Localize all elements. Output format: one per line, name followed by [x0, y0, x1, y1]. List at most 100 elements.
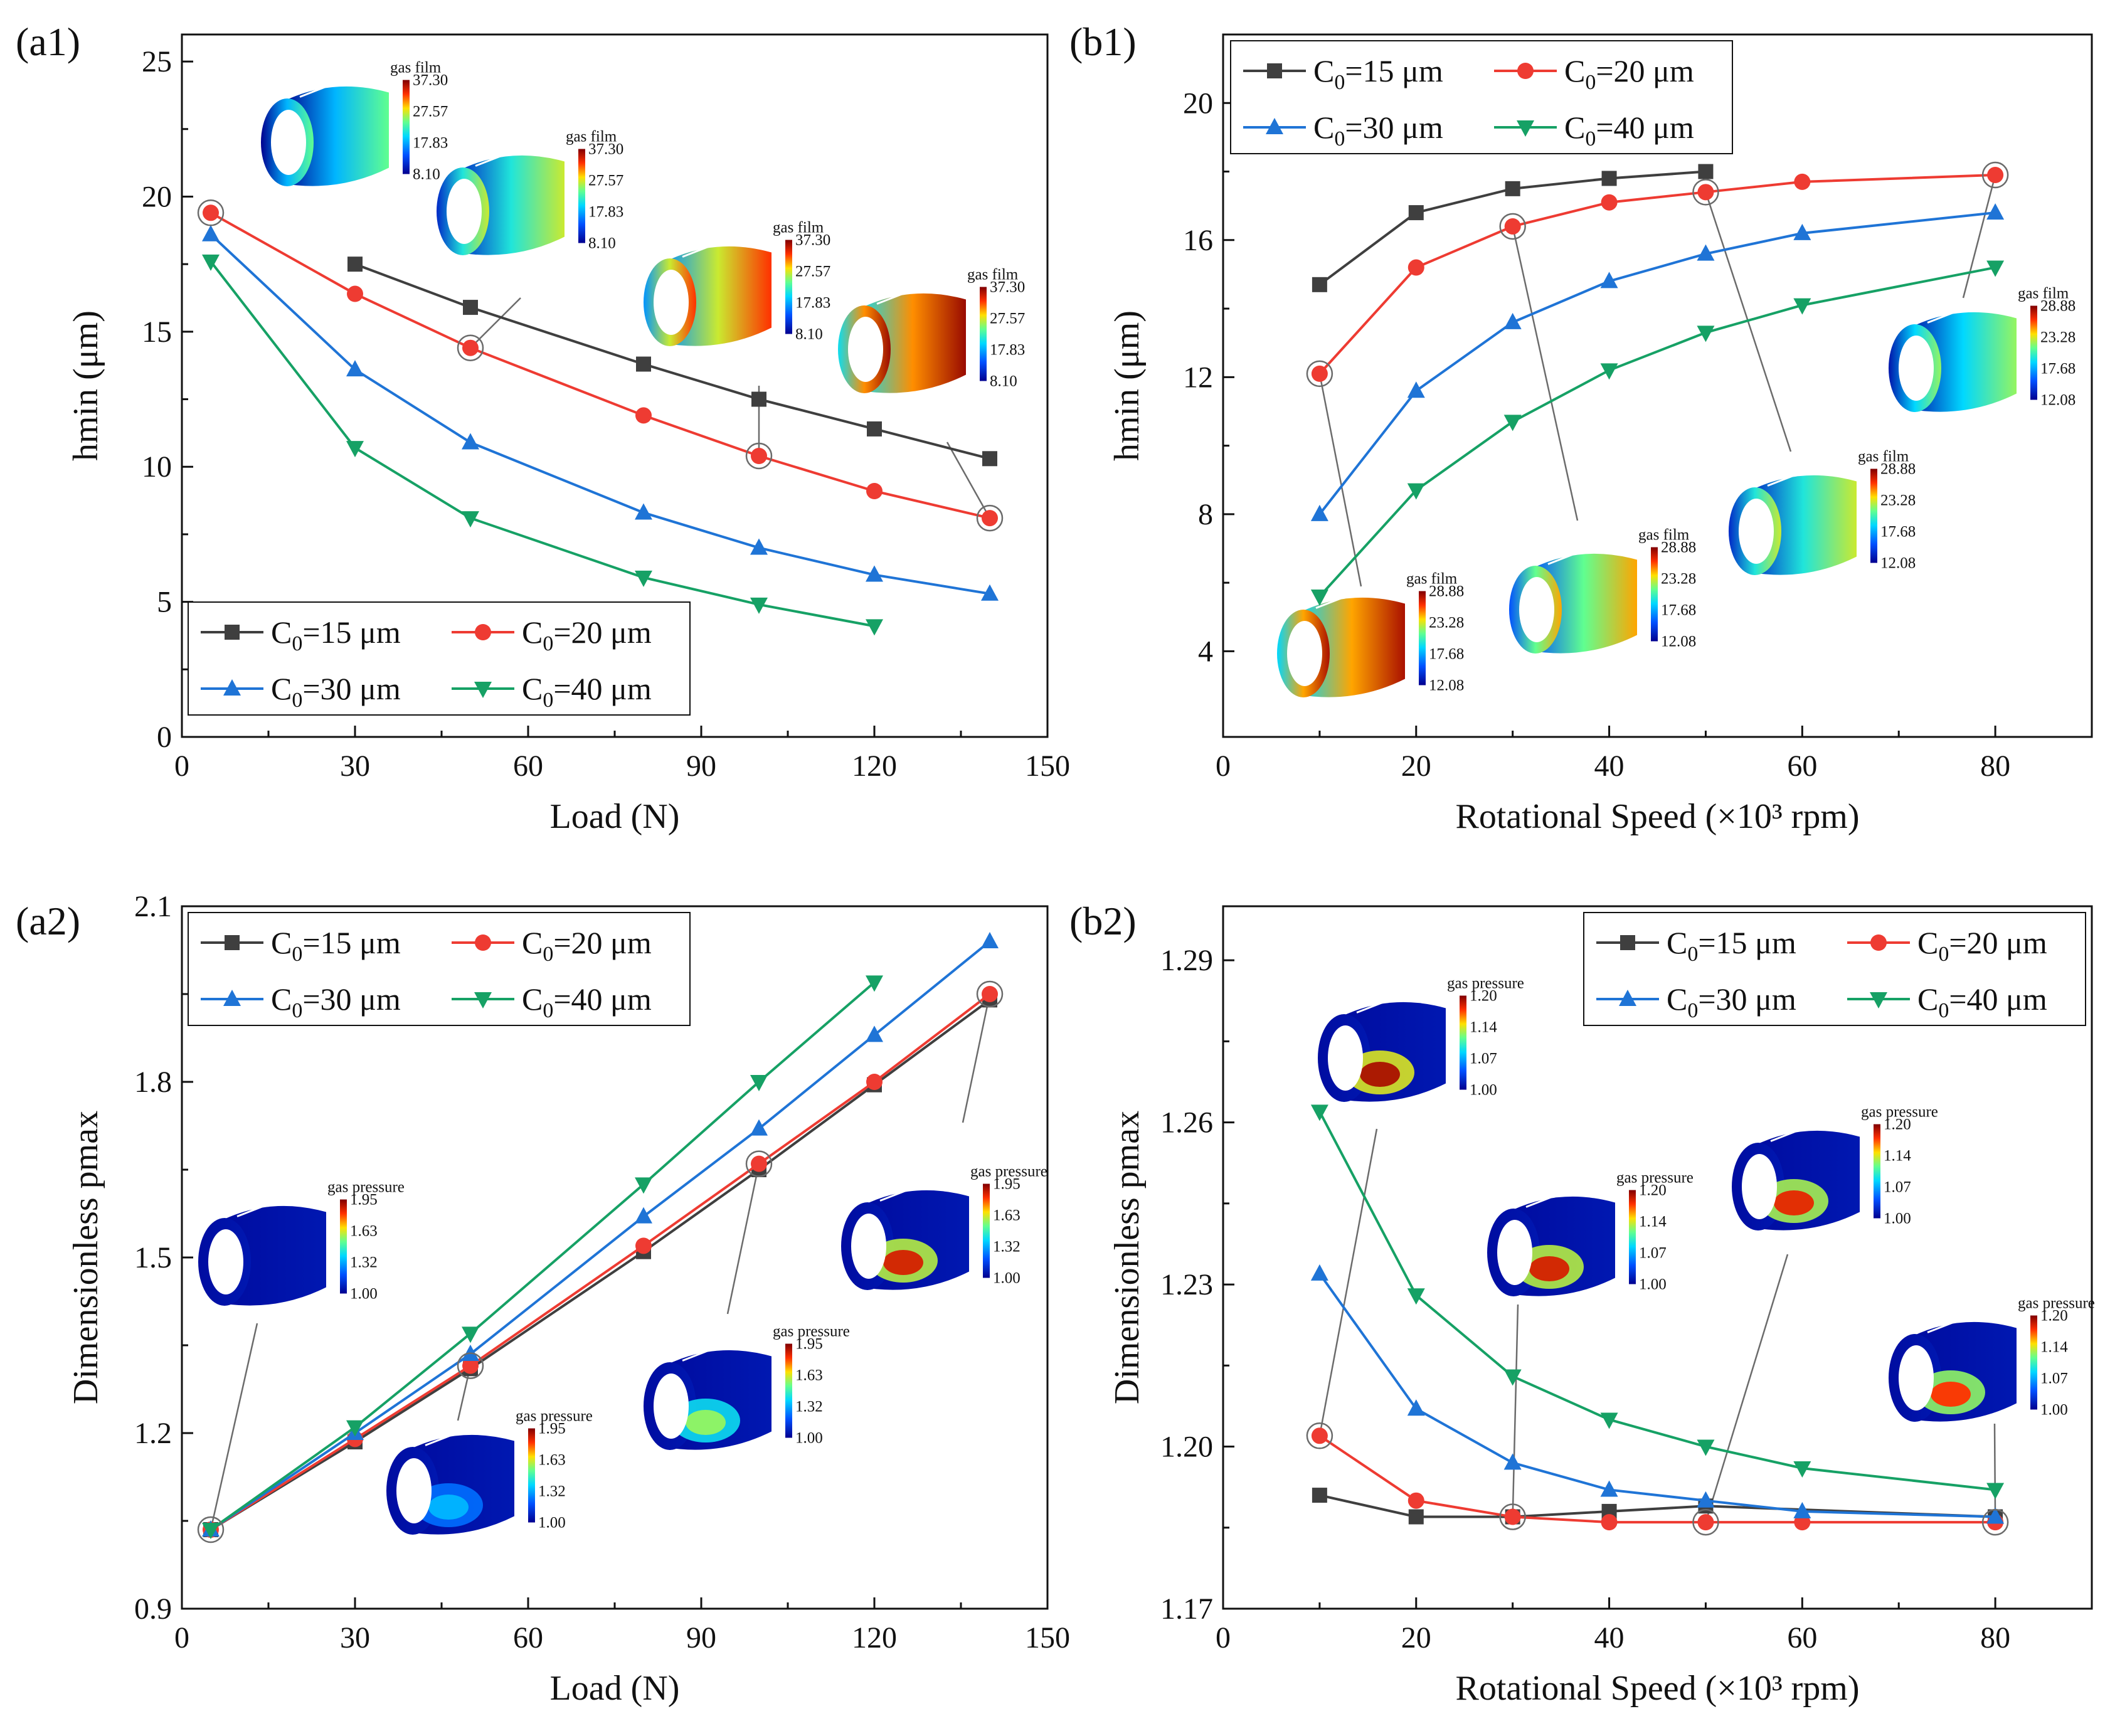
cylinder-bore [851, 1214, 886, 1279]
series-C30 [1310, 1264, 2005, 1524]
data-point [1408, 1492, 1424, 1509]
cylinder-bore [208, 1229, 243, 1294]
data-point [751, 448, 767, 464]
series-C20 [1311, 167, 2004, 382]
inset-leader-line [726, 1163, 760, 1315]
legend-marker [223, 679, 241, 696]
colorbar-tick-label: 1.95 [993, 1176, 1021, 1193]
colorbar-tick-label: 28.88 [2040, 298, 2076, 315]
colorbar-tick-label: 27.57 [795, 263, 830, 280]
highlight-ring [1499, 1503, 1526, 1530]
highlight-ring [976, 980, 1004, 1008]
data-point [982, 510, 998, 527]
colorbar [2030, 1315, 2037, 1410]
data-point [866, 565, 883, 582]
x-tick-label: 20 [1401, 749, 1431, 783]
highlight-ring [1692, 1508, 1719, 1536]
data-point [1504, 1508, 1521, 1525]
colorbar-tick-label: 1.14 [1639, 1214, 1667, 1231]
cylinder-bore [447, 179, 482, 244]
x-tick-label: 30 [340, 749, 370, 783]
data-point [1793, 298, 1811, 315]
x-tick-label: 120 [852, 1621, 897, 1654]
colorbar [1629, 1190, 1636, 1284]
inset-leader-line [1962, 174, 1996, 299]
data-point [202, 254, 220, 271]
inset-title: gas film [967, 267, 1019, 283]
data-point [1504, 218, 1521, 235]
colorbar-tick-label: 1.14 [2040, 1339, 2068, 1356]
cylinder-seam [299, 77, 349, 98]
colorbar-tick-label: 27.57 [588, 172, 623, 189]
highlight-ring [457, 334, 484, 361]
y-axis-label: Dimensionless pmax [66, 1111, 105, 1404]
series-line [209, 260, 875, 628]
x-axis-label: Load (N) [550, 797, 680, 836]
colorbar [340, 1199, 347, 1294]
data-point [1697, 1439, 1715, 1456]
colorbar-tick-label: 1.20 [1639, 1182, 1667, 1199]
colorbar [2030, 305, 2037, 400]
legend-label-C30: C0=30 μm [1667, 982, 1796, 1022]
legend-label-C15: C0=15 μm [1667, 925, 1796, 966]
x-tick-label: 150 [1025, 1621, 1070, 1654]
x-tick-label: 0 [1216, 749, 1231, 783]
highlight-ring [1499, 213, 1526, 240]
colorbar [528, 1428, 535, 1523]
legend-label-C30: C0=30 μm [271, 982, 401, 1022]
series-line [1319, 1494, 1996, 1518]
x-tick-label: 30 [340, 1621, 370, 1654]
inset-title: gas pressure [327, 1179, 405, 1196]
cylinder-seam [236, 1197, 286, 1217]
inset-title: gas pressure [1861, 1104, 1938, 1121]
colorbar-tick-label: 1.00 [350, 1286, 378, 1303]
colorbar-tick-label: 1.14 [1884, 1148, 1911, 1165]
data-point [635, 503, 652, 520]
data-point [635, 1207, 652, 1224]
y-tick-label: 4 [1198, 635, 1213, 668]
highlight-ring [745, 1150, 773, 1177]
x-tick-label: 60 [513, 1621, 543, 1654]
series-C40 [202, 254, 883, 636]
colorbar [1874, 1124, 1880, 1219]
colorbar-tick-label: 1.95 [795, 1336, 823, 1353]
colorbar-tick-label: 1.32 [795, 1399, 823, 1416]
legend-box [1230, 40, 1733, 154]
data-point [1407, 483, 1425, 500]
legend-marker [474, 992, 492, 1008]
legend-box [188, 912, 691, 1026]
legend-marker [1619, 990, 1636, 1006]
inset-title: gas pressure [970, 1163, 1047, 1180]
y-axis-label: hmin (μm) [1108, 310, 1147, 461]
x-tick-label: 60 [513, 749, 543, 783]
pressure-peak [428, 1495, 469, 1520]
data-point [1986, 203, 2005, 220]
colorbar-tick-label: 12.08 [1661, 633, 1696, 650]
pressure-peak [1774, 1190, 1814, 1215]
data-point [981, 584, 999, 601]
data-point [347, 285, 363, 302]
series-C15 [347, 257, 997, 467]
colorbar-tick-label: 1.32 [350, 1254, 378, 1271]
data-point [1601, 194, 1618, 211]
inset-title: gas film [566, 129, 617, 146]
pressure-peak [686, 1410, 726, 1435]
data-point [1310, 504, 1328, 521]
y-tick-label: 1.23 [1160, 1268, 1213, 1301]
highlight-ring [1692, 179, 1719, 206]
data-point [1986, 1507, 2005, 1524]
plot-frame [1222, 905, 2093, 1610]
legend-marker [223, 990, 241, 1006]
colorbar-tick-label: 37.30 [413, 72, 448, 89]
colorbar-tick-label: 8.10 [795, 326, 823, 343]
data-point [1600, 363, 1618, 380]
cylinder-seam [682, 237, 731, 258]
cylinder-bore [654, 1373, 689, 1439]
chart-a2: (a2) 0 30 60 90 120 150 0.9 1.2 1.5 1.8 2.1 Load (N)… [16, 890, 1070, 1708]
